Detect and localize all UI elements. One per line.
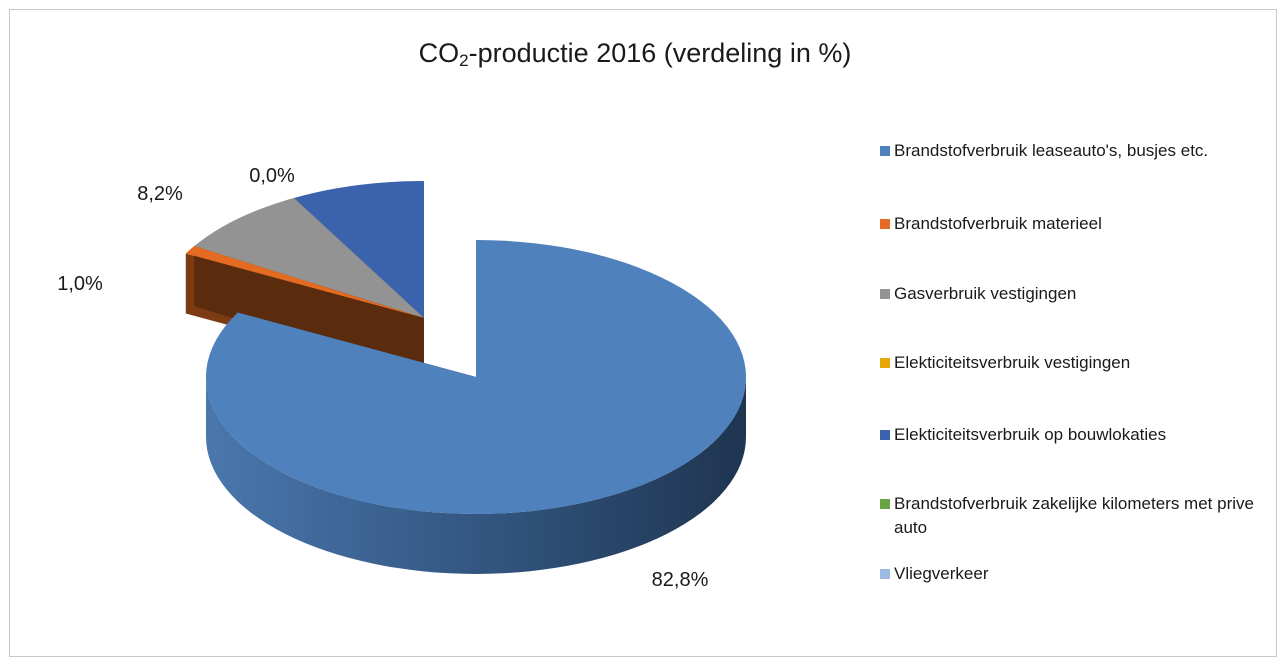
pie-slice bbox=[205, 240, 747, 574]
legend-label: Vliegverkeer bbox=[894, 564, 989, 583]
legend-label: Brandstofverbruik materieel bbox=[894, 214, 1102, 233]
data-label: 82,8% bbox=[652, 569, 709, 591]
pie-slices bbox=[185, 181, 747, 574]
data-labels: 82,8% 1,0% 8,2% 0,0% bbox=[57, 165, 708, 591]
legend-label: Brandstofverbruik leaseauto's, busjes et… bbox=[894, 141, 1209, 160]
legend-swatch bbox=[880, 146, 890, 156]
legend-swatch bbox=[880, 219, 890, 229]
chart-title-rest: -productie 2016 (verdeling in %) bbox=[468, 38, 852, 68]
legend-label: Elekticiteitsverbruik op bouwlokaties bbox=[894, 425, 1167, 444]
legend-label: Brandstofverbruik zakelijke kilometers m… bbox=[894, 494, 1254, 537]
data-label: 1,0% bbox=[57, 273, 103, 295]
data-label: 8,2% bbox=[137, 183, 183, 205]
legend-swatch bbox=[880, 499, 890, 509]
legend-swatch bbox=[880, 430, 890, 440]
legend-swatch bbox=[880, 358, 890, 368]
legend-label: Gasverbruik vestigingen bbox=[894, 284, 1077, 303]
data-label: 0,0% bbox=[249, 165, 295, 187]
legend-swatch bbox=[880, 569, 890, 579]
legend-swatch bbox=[880, 289, 890, 299]
chart-title-subscript: 2 bbox=[459, 51, 469, 70]
chart-title: CO2-productie 2016 (verdeling in %) bbox=[0, 38, 1270, 71]
chart-title-main: CO bbox=[418, 38, 460, 68]
legend-label: Elekticiteitsverbruik vestigingen bbox=[894, 353, 1131, 372]
